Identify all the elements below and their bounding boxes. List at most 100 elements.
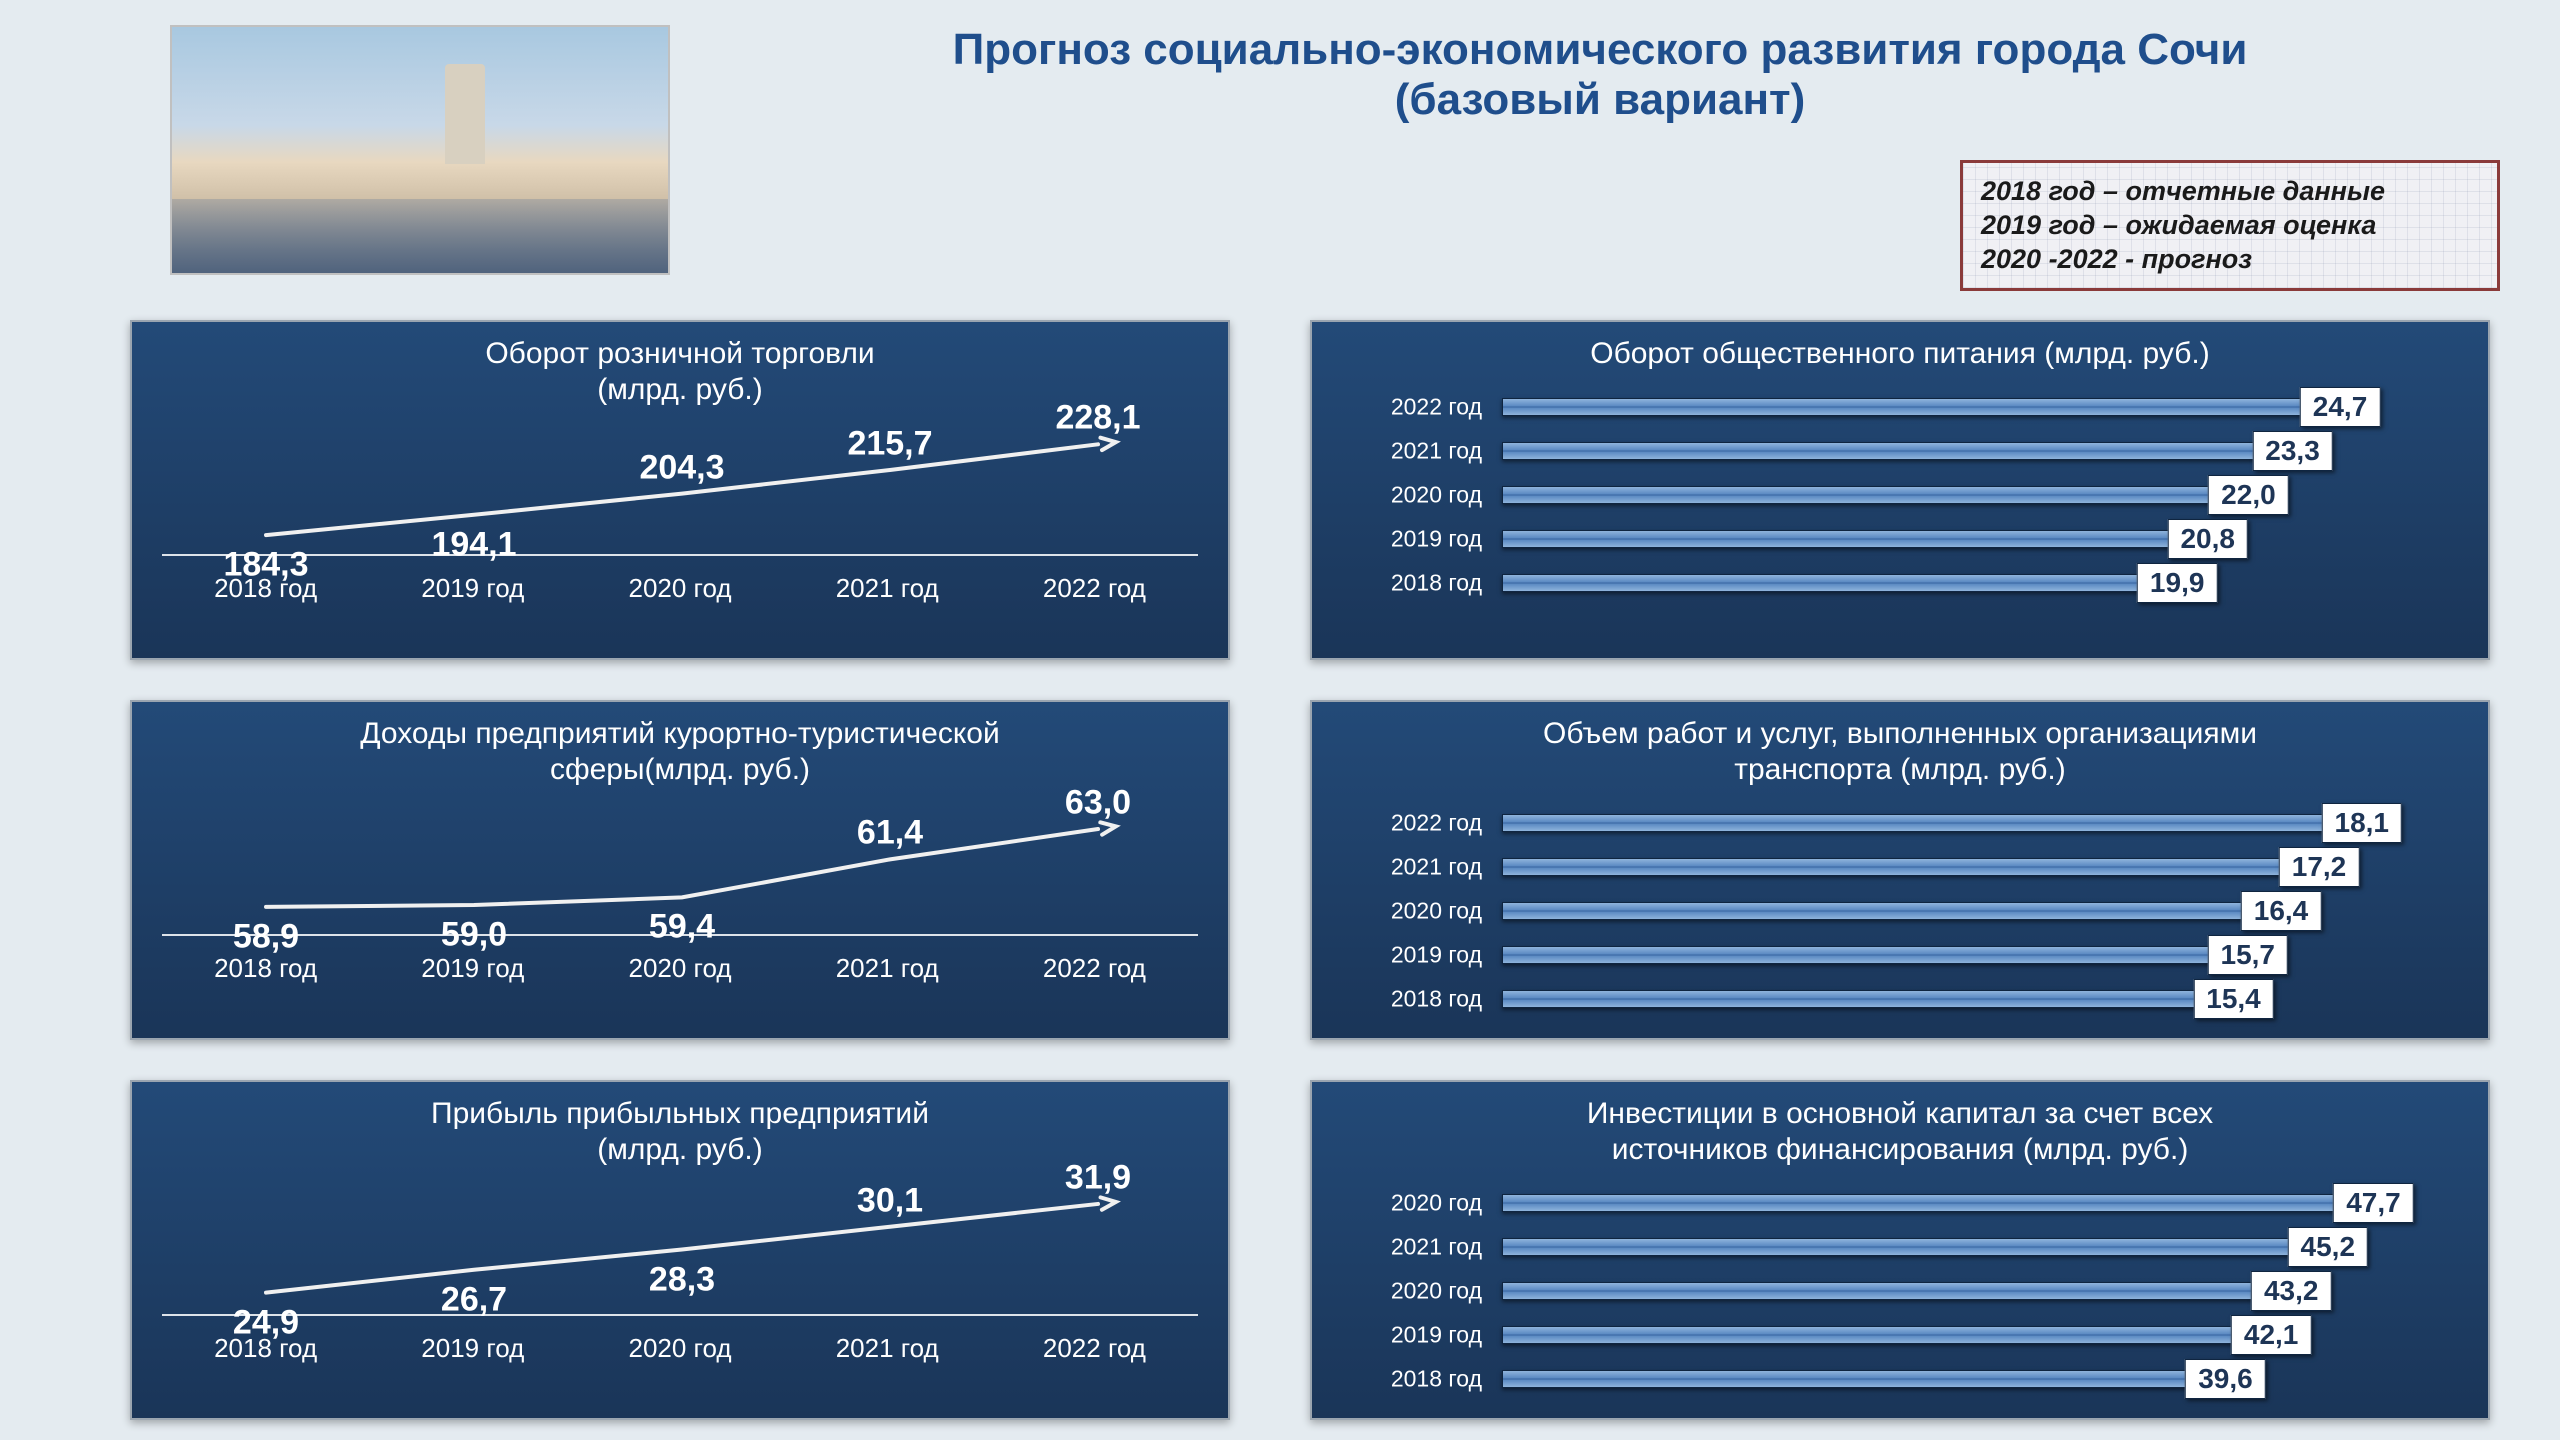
value-label: 31,9 — [1065, 1158, 1131, 1197]
value-label: 59,4 — [649, 908, 715, 947]
page-title-line1: Прогноз социально-экономического развити… — [953, 25, 2248, 74]
x-label: 2022 год — [991, 953, 1198, 984]
x-labels: 2018 год2019 год2020 год2021 год2022 год — [162, 573, 1198, 604]
bar-value: 17,2 — [2279, 847, 2360, 887]
bar-value: 24,7 — [2300, 387, 2381, 427]
bar-year-label: 2020 год — [1342, 1278, 1482, 1305]
bar-year-label: 2022 год — [1342, 810, 1482, 837]
bar-year-label: 2021 год — [1342, 1234, 1482, 1261]
bar-value: 22,0 — [2208, 475, 2289, 515]
bar-track: 17,2 — [1502, 858, 2448, 876]
bar-fill — [1502, 1282, 2291, 1300]
bar-fill — [1502, 1370, 2225, 1388]
bar-value: 19,9 — [2137, 563, 2218, 603]
bar-track: 47,7 — [1502, 1194, 2448, 1212]
bar-year-label: 2019 год — [1342, 942, 1482, 969]
bar-year-label: 2019 год — [1342, 1322, 1482, 1349]
x-label: 2018 год — [162, 953, 369, 984]
x-label: 2022 год — [991, 1333, 1198, 1364]
x-axis — [162, 554, 1198, 556]
legend-box: 2018 год – отчетные данные 2019 год – ож… — [1960, 160, 2500, 291]
bar-fill — [1502, 1326, 2271, 1344]
bar-area: 2022 год24,72021 год23,32020 год22,02019… — [1342, 388, 2458, 602]
x-label: 2019 год — [369, 1333, 576, 1364]
x-label: 2020 год — [576, 1333, 783, 1364]
bar-track: 15,7 — [1502, 946, 2448, 964]
panel-profit: Прибыль прибыльных предприятий(млрд. руб… — [130, 1080, 1230, 1420]
bar-track: 18,1 — [1502, 814, 2448, 832]
bar-track: 22,0 — [1502, 486, 2448, 504]
bar-value: 15,4 — [2193, 979, 2274, 1019]
value-label: 194,1 — [431, 525, 516, 564]
bar-value: 43,2 — [2251, 1271, 2332, 1311]
page-title: Прогноз социально-экономического развити… — [700, 25, 2500, 125]
x-label: 2018 год — [162, 1333, 369, 1364]
bar-year-label: 2021 год — [1342, 438, 1482, 465]
x-label: 2020 год — [576, 573, 783, 604]
value-label: 30,1 — [857, 1181, 923, 1220]
x-labels: 2018 год2019 год2020 год2021 год2022 год — [162, 953, 1198, 984]
x-label: 2021 год — [784, 953, 991, 984]
value-label: 63,0 — [1065, 784, 1131, 823]
bar-track: 43,2 — [1502, 1282, 2448, 1300]
bar-fill — [1502, 814, 2362, 832]
bar-row: 2018 год 15,4 — [1342, 980, 2458, 1018]
bar-fill — [1502, 530, 2208, 548]
bar-track: 23,3 — [1502, 442, 2448, 460]
bar-area: 2022 год18,12021 год17,22020 год16,42019… — [1342, 804, 2458, 1018]
x-label: 2018 год — [162, 573, 369, 604]
bar-track: 15,4 — [1502, 990, 2448, 1008]
bar-value: 18,1 — [2322, 803, 2403, 843]
value-label: 26,7 — [441, 1280, 507, 1319]
bar-row: 2019 год 15,7 — [1342, 936, 2458, 974]
value-label: 228,1 — [1055, 399, 1140, 438]
bar-value: 15,7 — [2208, 935, 2289, 975]
bar-track: 24,7 — [1502, 398, 2448, 416]
bar-year-label: 2018 год — [1342, 570, 1482, 597]
bar-row: 2021 год 23,3 — [1342, 432, 2458, 470]
bar-track: 20,8 — [1502, 530, 2448, 548]
bar-year-label: 2018 год — [1342, 1366, 1482, 1393]
bar-year-label: 2020 год — [1342, 1190, 1482, 1217]
bar-track: 16,4 — [1502, 902, 2448, 920]
bar-track: 45,2 — [1502, 1238, 2448, 1256]
bar-row: 2020 год 47,7 — [1342, 1184, 2458, 1222]
bar-value: 23,3 — [2252, 431, 2333, 471]
x-labels: 2018 год2019 год2020 год2021 год2022 год — [162, 1333, 1198, 1364]
legend-line-1: 2018 год – отчетные данные — [1981, 175, 2479, 209]
panel-retail: Оборот розничной торговли(млрд. руб.)184… — [130, 320, 1230, 660]
bar-row: 2019 год 42,1 — [1342, 1316, 2458, 1354]
line-chart: 184,3194,1204,3215,7228,12018 год2019 го… — [162, 418, 1198, 618]
bar-area: 2020 год 47,7 2021 год 45,2 2020 год 43,2 2019… — [1342, 1184, 2458, 1398]
bar-fill — [1502, 1194, 2373, 1212]
panel-title: Доходы предприятий курортно-туристическо… — [132, 702, 1228, 798]
bar-row: 2022 год 18,1 — [1342, 804, 2458, 842]
value-label: 58,9 — [233, 917, 299, 956]
x-axis — [162, 1314, 1198, 1316]
legend-line-2: 2019 год – ожидаемая оценка — [1981, 209, 2479, 243]
bar-track: 42,1 — [1502, 1326, 2448, 1344]
value-label: 204,3 — [639, 448, 724, 487]
page-title-line2: (базовый вариант) — [1395, 75, 1806, 124]
bar-fill — [1502, 398, 2340, 416]
bar-year-label: 2022 год — [1342, 394, 1482, 421]
panel-transport: Объем работ и услуг, выполненных организ… — [1310, 700, 2490, 1040]
line-chart: 58,959,059,461,463,02018 год2019 год2020… — [162, 798, 1198, 998]
bar-fill — [1502, 946, 2248, 964]
value-label: 61,4 — [857, 814, 923, 853]
panel-title: Прибыль прибыльных предприятий(млрд. руб… — [132, 1082, 1228, 1178]
x-label: 2022 год — [991, 573, 1198, 604]
bar-fill — [1502, 574, 2177, 592]
bar-year-label: 2018 год — [1342, 986, 1482, 1013]
bar-fill — [1502, 990, 2234, 1008]
bar-year-label: 2021 год — [1342, 854, 1482, 881]
legend-line-3: 2020 -2022 - прогноз — [1981, 243, 2479, 277]
line-chart: 24,926,728,330,131,92018 год2019 год2020… — [162, 1178, 1198, 1378]
bar-value: 47,7 — [2333, 1183, 2414, 1223]
bar-year-label: 2020 год — [1342, 482, 1482, 509]
panel-tourism: Доходы предприятий курортно-туристическо… — [130, 700, 1230, 1040]
bar-row: 2020 год 22,0 — [1342, 476, 2458, 514]
bar-row: 2020 год 43,2 — [1342, 1272, 2458, 1310]
bar-row: 2021 год 45,2 — [1342, 1228, 2458, 1266]
panel-title: Оборот общественного питания (млрд. руб.… — [1312, 322, 2488, 382]
